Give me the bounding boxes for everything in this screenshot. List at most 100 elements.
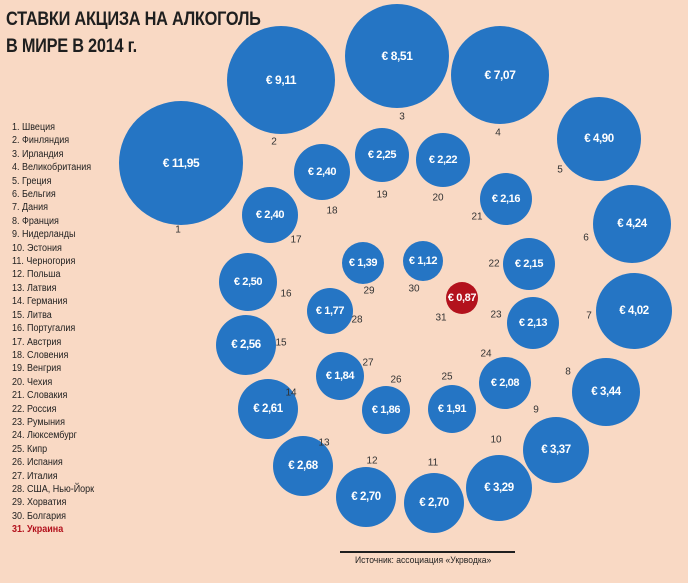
- bubble-value-29: € 1,39: [349, 257, 377, 269]
- bubble-rank-20: 20: [432, 193, 444, 204]
- bubble-rank-27: 27: [362, 358, 374, 369]
- legend-item-16: 16. Португалия: [12, 323, 76, 335]
- bubble-value-7: € 4,02: [619, 305, 649, 317]
- bubble-24: € 2,08 24: [479, 349, 531, 409]
- bubble-rank-2: 2: [271, 137, 277, 148]
- bubble-rank-23: 23: [490, 310, 502, 321]
- legend-item-10: 10. Эстония: [12, 242, 62, 254]
- bubble-circle-22: [503, 238, 555, 290]
- bubble-circle-3: [345, 4, 449, 108]
- bubble-value-12: € 2,70: [351, 491, 381, 503]
- legend-item-24: 24. Люксембург: [12, 430, 77, 442]
- bubble-rank-1: 1: [175, 225, 181, 236]
- legend-item-11: 11. Черногория: [12, 256, 76, 268]
- bubble-22: € 2,15 22: [488, 238, 555, 290]
- bubble-value-25: € 1,91: [438, 403, 466, 415]
- bubble-circle-14: [238, 379, 298, 439]
- bubble-rank-22: 22: [488, 259, 500, 270]
- source-divider: [340, 551, 515, 553]
- legend-item-23: 23. Румыния: [12, 416, 65, 428]
- bubble-rank-19: 19: [376, 190, 388, 201]
- bubble-26: € 1,86 26: [362, 375, 410, 434]
- bubble-value-1: € 11,95: [163, 156, 200, 170]
- legend-item-2: 2. Финляндия: [12, 135, 70, 147]
- bubble-circle-19: [355, 128, 409, 182]
- bubble-29: € 1,39 29: [342, 242, 384, 297]
- source-note: Источник: ассоциация «Укрводка»: [355, 555, 492, 566]
- legend-item-17: 17. Австрия: [12, 336, 62, 348]
- bubble-circle-2: [227, 26, 335, 134]
- bubble-circle-16: [219, 253, 277, 311]
- legend-item-19: 19. Венгрия: [12, 363, 62, 375]
- bubble-28: € 1,77 28: [307, 288, 363, 334]
- bubble-rank-6: 6: [583, 233, 589, 244]
- bubble-rank-18: 18: [326, 206, 338, 217]
- bubble-value-21: € 2,16: [492, 193, 520, 205]
- bubble-11: € 2,70 11: [404, 458, 464, 533]
- bubble-rank-31: 31: [435, 313, 447, 324]
- bubble-rank-3: 3: [399, 112, 405, 123]
- bubble-5: € 4,90 5: [557, 97, 641, 181]
- bubble-4: € 7,07 4: [451, 26, 549, 139]
- bubble-rank-15: 15: [275, 338, 287, 349]
- bubble-value-27: € 1,84: [326, 370, 355, 382]
- legend-item-12: 12. Польша: [12, 269, 61, 281]
- legend-item-28: 28. США, Нью-Йорк: [12, 483, 95, 495]
- bubble-9: € 3,37 9: [523, 405, 589, 483]
- bubble-17: € 2,40 17: [242, 187, 302, 246]
- bubble-circle-6: [593, 185, 671, 263]
- bubble-circle-7: [596, 273, 672, 349]
- bubble-23: € 2,13 23: [490, 297, 559, 349]
- title-line-2: В МИРЕ В 2014 г.: [6, 36, 137, 57]
- bubble-rank-28: 28: [351, 315, 363, 326]
- bubble-value-5: € 4,90: [584, 133, 614, 145]
- bubble-circle-31: [446, 282, 478, 314]
- legend-item-27: 27. Италия: [12, 470, 58, 482]
- legend-item-29: 29. Хорватия: [12, 497, 67, 509]
- bubble-circle-4: [451, 26, 549, 124]
- bubble-3: € 8,51 3: [345, 4, 449, 123]
- bubble-value-13: € 2,68: [288, 460, 319, 472]
- bubble-rank-8: 8: [565, 367, 571, 378]
- bubble-value-9: € 3,37: [541, 444, 571, 456]
- bubble-value-8: € 3,44: [591, 386, 622, 398]
- bubble-30: € 1,12 30: [403, 241, 443, 295]
- legend-item-30: 30. Болгария: [12, 510, 66, 522]
- bubble-circle-24: [479, 357, 531, 409]
- bubble-circle-1: [119, 101, 243, 225]
- country-legend: 1. Швеция 2. Финляндия 3. Ирландия 4. Велик…: [12, 121, 94, 537]
- bubble-circle-20: [416, 133, 470, 187]
- bubble-value-6: € 4,24: [617, 218, 648, 230]
- bubble-rank-7: 7: [586, 311, 592, 322]
- legend-item-4: 4. Великобритания: [12, 162, 92, 174]
- bubble-21: € 2,16 21: [471, 173, 532, 225]
- bubble-value-23: € 2,13: [519, 317, 547, 329]
- bubble-19: € 2,25 19: [355, 128, 409, 201]
- legend-item-25: 25. Кипр: [12, 443, 48, 455]
- bubble-circle-28: [307, 288, 353, 334]
- bubble-rank-16: 16: [280, 289, 292, 300]
- bubble-value-11: € 2,70: [419, 497, 449, 509]
- legend-item-26: 26. Испания: [12, 457, 63, 469]
- bubble-circle-5: [557, 97, 641, 181]
- bubble-circle-17: [242, 187, 298, 243]
- legend-item-9: 9. Нидерланды: [12, 229, 76, 241]
- bubble-value-30: € 1,12: [409, 255, 437, 267]
- bubble-value-28: € 1,77: [316, 305, 344, 317]
- bubble-rank-13: 13: [318, 438, 330, 449]
- bubble-value-3: € 8,51: [382, 49, 414, 63]
- bubble-circle-21: [480, 173, 532, 225]
- bubble-15: € 2,56 15: [216, 315, 287, 375]
- bubble-rank-4: 4: [495, 128, 501, 139]
- bubble-value-17: € 2,40: [256, 209, 284, 221]
- legend-item-6: 6. Бельгия: [12, 189, 56, 201]
- bubble-value-24: € 2,08: [491, 377, 519, 389]
- legend-item-31: 31. Украина: [12, 524, 64, 536]
- bubble-rank-10: 10: [490, 435, 502, 446]
- legend-item-5: 5. Греция: [12, 175, 52, 187]
- legend-item-18: 18. Словения: [12, 349, 69, 361]
- legend-item-8: 8. Франция: [12, 215, 59, 227]
- bubble-circle-26: [362, 386, 410, 434]
- bubble-circle-25: [428, 385, 476, 433]
